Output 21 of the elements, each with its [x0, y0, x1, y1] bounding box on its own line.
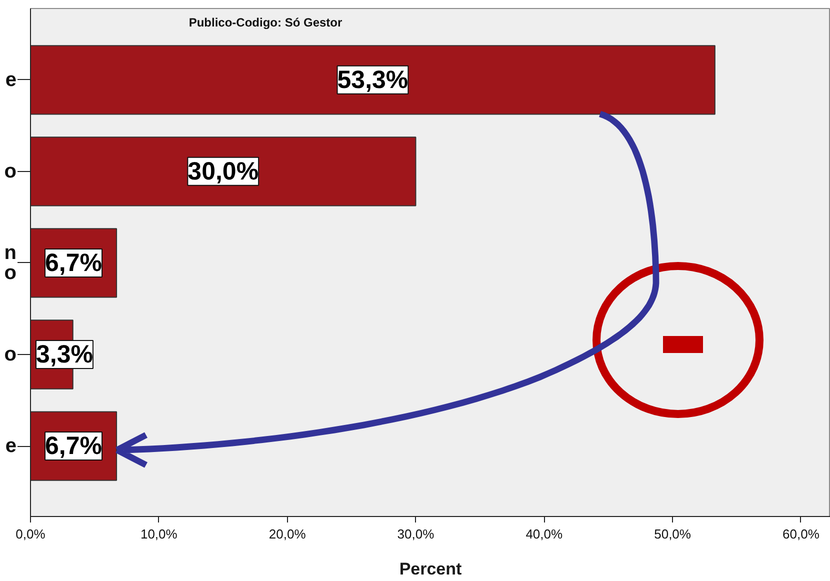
y-tick-label: o	[4, 160, 16, 182]
data-label: 53,3%	[337, 66, 408, 94]
x-tick-label: 10,0%	[140, 526, 178, 542]
data-label: 6,7%	[45, 432, 102, 460]
x-tick-label: 20,0%	[268, 526, 306, 542]
x-tick-label: 50,0%	[654, 526, 692, 542]
y-tick-label: e	[5, 68, 16, 91]
x-tick-label: 60,0%	[782, 526, 820, 542]
x-axis-title: Percent	[399, 560, 462, 578]
y-tick-label: e	[5, 435, 16, 458]
data-label: 3,3%	[36, 340, 93, 368]
x-tick-label: 30,0%	[397, 526, 435, 542]
text: Publico-Codigo: Só Gestor	[188, 15, 342, 30]
x-tick-label: 0,0%	[16, 526, 46, 542]
bar	[30, 136, 416, 206]
y-tick-label: o	[4, 343, 16, 366]
data-label: 6,7%	[45, 248, 102, 277]
y-tick-label: n o	[4, 242, 16, 284]
bar	[30, 45, 716, 115]
data-label: 30,0%	[188, 157, 259, 186]
x-tick-label: 40,0%	[526, 526, 564, 542]
